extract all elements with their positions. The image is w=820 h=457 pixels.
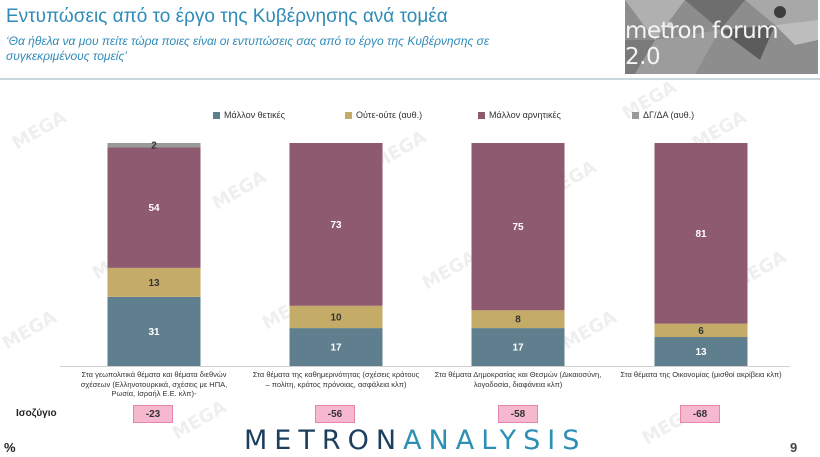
data-label: 13 [148,278,160,289]
bar-segment [107,296,201,366]
balance-label: Ισοζύγιο [16,408,57,419]
data-label: 2 [151,141,157,152]
balance-badge: -23 [133,405,173,423]
page-subtitle: ‘Θα ήθελα να μου πείτε τώρα ποιες είναι … [6,34,490,63]
brand-analysis: ANALYSIS [403,425,587,456]
percent-unit-label: % [4,440,16,455]
legend-item: Μάλλον αρνητικές [478,110,561,120]
page-number: 9 [790,440,798,455]
metron-analysis-logo: METRONANALYSIS [244,425,586,456]
legend-item: Ούτε-ούτε (αυθ.) [345,110,422,120]
data-label: 10 [330,312,342,323]
data-label: 6 [698,326,704,337]
bar-segment [654,323,748,338]
metron-forum-logo: metron forum 2.0 [625,0,818,74]
balance-badge: -58 [498,405,538,423]
data-label: 81 [695,229,707,240]
legend-item: ΔΓ/ΔΑ (αυθ.) [632,110,694,120]
legend-label: ΔΓ/ΔΑ (αυθ.) [643,110,695,120]
bar-segment [107,267,201,297]
bar-segment [289,305,383,329]
legend-item: Μάλλον θετικές [213,110,285,120]
legend-swatch [632,111,639,119]
legend-swatch [213,111,220,119]
legend-label: Ούτε-ούτε (αυθ.) [356,110,423,120]
bar-segment [471,143,565,311]
bar-segment [471,328,565,366]
data-label: 73 [330,220,342,231]
data-label: 8 [515,315,521,326]
category-label: Στα θέματα της καθημερινότητας (σχέσεις … [252,370,420,389]
chart-legend: Μάλλον θετικές Ούτε-ούτε (αυθ.) Μάλλον α… [0,110,820,124]
category-label: Στα γεωπολιτικά θέματα και θέματα διεθνώ… [80,370,228,398]
bar-segment [289,143,383,306]
data-label: 54 [148,203,160,214]
balance-badge: -68 [680,405,720,423]
legend-swatch [345,111,352,119]
category-label: Στα θέματα της Οικονομίας (μισθοί ακρίβε… [620,370,782,379]
bar-segment [107,147,201,268]
bar-segment [654,337,748,366]
bar-segment [289,328,383,366]
page-title: Εντυπώσεις από το έργο της Κυβέρνησης αν… [6,6,448,27]
data-label: 17 [330,343,342,354]
bar-segment [107,143,201,148]
legend-label: Μάλλον θετικές [224,110,285,120]
logo-text: metron forum 2.0 [625,18,779,70]
data-label: 75 [512,222,524,233]
brand-metron: METRON [244,425,404,456]
legend-label: Μάλλον αρνητικές [489,110,561,120]
legend-swatch [478,111,485,119]
logo-pattern-icon [625,0,818,74]
data-label: 17 [512,343,524,354]
header-divider [0,78,820,80]
data-label: 31 [148,327,160,338]
data-label: 13 [695,347,707,358]
balance-badge: -56 [315,405,355,423]
bar-segment [471,310,565,329]
category-label: Στα θέματα Δημοκρατίας και Θεσμών (Δικαι… [434,370,602,389]
bar-segment [654,143,748,324]
